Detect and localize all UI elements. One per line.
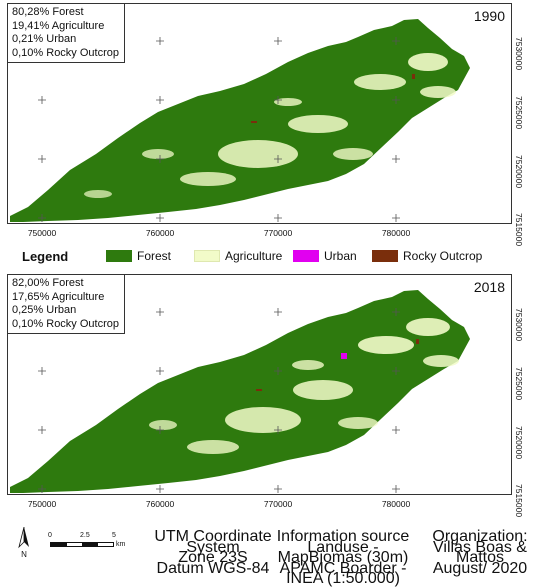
x-tick-label: 760000 <box>145 228 175 238</box>
y-tick-label: 7525000 <box>514 367 524 401</box>
forest-region <box>10 19 470 222</box>
legend: Legend Forest Agriculture Urban Rocky Ou… <box>22 245 522 267</box>
x-tick-label: 780000 <box>381 228 411 238</box>
source-line: APAMC Boarder - INEA (1:50.000) <box>279 559 407 587</box>
source-line: Information source <box>276 528 410 545</box>
north-arrow: N <box>18 526 30 559</box>
organization-line: Villas Boas & Mattos <box>433 538 527 566</box>
agriculture-patches <box>84 53 456 198</box>
legend-item-urban: Urban <box>293 249 357 263</box>
y-axis-labels-2018: 7530000 7525000 7520000 7515000 <box>513 274 543 517</box>
projection-line: Datum WGS-84 <box>156 559 270 577</box>
rocky-outcrop-patches <box>256 339 419 391</box>
year-label: 2018 <box>473 279 505 295</box>
legend-item-agriculture: Agriculture <box>194 249 282 263</box>
organization-line: Organization: <box>432 528 528 545</box>
map-panel-2018: 82,00% Forest 17,65% Agriculture 0,25% U… <box>7 274 512 495</box>
rocky-outcrop-stat: 0,10% Rocky Outcrop <box>12 46 119 59</box>
y-tick-label: 7525000 <box>514 96 524 130</box>
grid-crosses <box>38 308 400 493</box>
x-axis-labels-1990: 750000 760000 770000 780000 <box>0 228 546 240</box>
north-label: N <box>21 550 27 559</box>
organization-line: August/ 2020 <box>432 559 528 577</box>
urban-patches <box>341 353 347 359</box>
scale-tick-label: 0 <box>48 532 52 539</box>
x-tick-label: 780000 <box>381 499 411 509</box>
map-canvas-1990 <box>10 19 470 222</box>
forest-swatch <box>106 250 132 262</box>
year-label: 1990 <box>473 8 505 24</box>
projection-line: Zone 23S <box>178 549 248 566</box>
x-tick-label: 750000 <box>27 499 57 509</box>
y-tick-label: 7520000 <box>514 155 524 189</box>
y-tick-label: 7530000 <box>514 37 524 71</box>
stats-box: 82,00% Forest 17,65% Agriculture 0,25% U… <box>8 275 125 334</box>
scale-bar-graphic <box>50 542 114 547</box>
legend-label: Forest <box>137 249 172 263</box>
map-canvas-2018 <box>10 290 470 493</box>
agriculture-swatch <box>194 250 220 262</box>
scale-bar: 0 2.5 5 km <box>48 532 130 554</box>
projection-line: UTM Coordinate System <box>154 528 272 556</box>
x-tick-label: 750000 <box>27 228 57 238</box>
urban-swatch <box>293 250 319 262</box>
projection-info: UTM Coordinate System Zone 23S Datum WGS… <box>148 528 278 577</box>
forest-stat: 82,00% Forest <box>12 277 84 289</box>
legend-title: Legend <box>22 249 69 264</box>
scale-unit: km <box>116 541 126 548</box>
legend-label: Urban <box>324 249 357 263</box>
scale-tick-label: 2.5 <box>80 532 90 539</box>
source-line: Landuse - MapBiomas (30m) <box>277 538 409 566</box>
urban-stat: 0,25% Urban <box>12 304 77 316</box>
forest-stat: 80,28% Forest <box>12 6 84 18</box>
agriculture-stat: 17,65% Agriculture <box>12 290 105 303</box>
legend-item-forest: Forest <box>106 249 171 263</box>
rocky-outcrop-stat: 0,10% Rocky Outcrop <box>12 317 119 330</box>
y-tick-label: 7530000 <box>514 308 524 342</box>
y-axis-labels-1990: 7530000 7525000 7520000 7515000 <box>513 3 543 246</box>
rocky-outcrop-swatch <box>372 250 398 262</box>
legend-label: Rocky Outcrop <box>403 249 483 263</box>
grid-crosses <box>38 37 400 222</box>
source-info: Information source Landuse - MapBiomas (… <box>268 528 418 587</box>
x-tick-label: 770000 <box>263 499 293 509</box>
agriculture-patches <box>149 318 459 454</box>
north-arrow-icon <box>18 526 29 549</box>
forest-region <box>10 290 470 493</box>
agriculture-stat: 19,41% Agriculture <box>12 19 105 32</box>
organization-info: Organization: Villas Boas & Mattos Augus… <box>420 528 540 577</box>
urban-stat: 0,21% Urban <box>12 33 77 45</box>
y-tick-label: 7520000 <box>514 426 524 460</box>
x-tick-label: 770000 <box>263 228 293 238</box>
x-tick-label: 760000 <box>145 499 175 509</box>
x-axis-labels-2018: 750000 760000 770000 780000 <box>0 499 546 511</box>
rocky-outcrop-patches <box>251 74 415 123</box>
map-panel-1990: 80,28% Forest 19,41% Agriculture 0,21% U… <box>7 3 512 224</box>
legend-label: Agriculture <box>225 249 283 263</box>
scale-tick-label: 5 <box>112 532 116 539</box>
stats-box: 80,28% Forest 19,41% Agriculture 0,21% U… <box>8 4 125 63</box>
legend-item-rocky-outcrop: Rocky Outcrop <box>372 249 482 263</box>
